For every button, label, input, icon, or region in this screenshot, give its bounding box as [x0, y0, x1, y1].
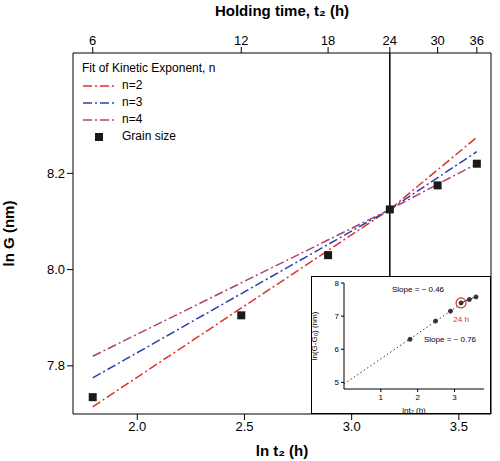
svg-text:lnt₂ (h): lnt₂ (h) — [402, 406, 426, 413]
html-text:Slope = ~ 0.76: Slope = ~ 0.76 — [424, 335, 476, 344]
svg-text:8: 8 — [335, 279, 340, 288]
html-text:n=3: n=3 — [122, 95, 143, 109]
html-text:Slope = ~ 0.46: Slope = ~ 0.46 — [392, 285, 444, 294]
svg-text:24: 24 — [383, 33, 397, 48]
svg-text:ln t₂ (h): ln t₂ (h) — [256, 442, 308, 459]
svg-text:12: 12 — [234, 33, 248, 48]
svg-text:30: 30 — [430, 33, 444, 48]
html-text:n=2: n=2 — [122, 78, 143, 92]
svg-text:2.5: 2.5 — [235, 419, 253, 434]
svg-text:1: 1 — [379, 393, 384, 402]
svg-text:8.0: 8.0 — [47, 262, 65, 277]
svg-text:6: 6 — [335, 345, 340, 354]
svg-text:8.2: 8.2 — [47, 166, 65, 181]
svg-text:36: 36 — [470, 33, 484, 48]
svg-text:7: 7 — [335, 312, 340, 321]
html-text:Grain size: Grain size — [122, 129, 176, 143]
svg-text:18: 18 — [321, 33, 335, 48]
svg-text:3.0: 3.0 — [343, 419, 361, 434]
svg-text:2.0: 2.0 — [128, 419, 146, 434]
svg-text:ln(G-G₀) (nm): ln(G-G₀) (nm) — [312, 311, 319, 360]
svg-text:Holding time, t₂ (h): Holding time, t₂ (h) — [215, 2, 349, 19]
html-text:Fit of Kinetic Exponent, n: Fit of Kinetic Exponent, n — [82, 61, 216, 75]
svg-text:24 h: 24 h — [453, 315, 469, 324]
svg-text:3.5: 3.5 — [450, 419, 468, 434]
svg-text:7.8: 7.8 — [47, 358, 65, 373]
svg-text:2: 2 — [415, 393, 420, 402]
svg-text:5: 5 — [335, 378, 340, 387]
svg-text:6: 6 — [89, 33, 96, 48]
svg-text:3: 3 — [452, 393, 457, 402]
svg-text:ln G (nm): ln G (nm) — [8, 201, 17, 267]
html-text:n=4: n=4 — [122, 112, 143, 126]
